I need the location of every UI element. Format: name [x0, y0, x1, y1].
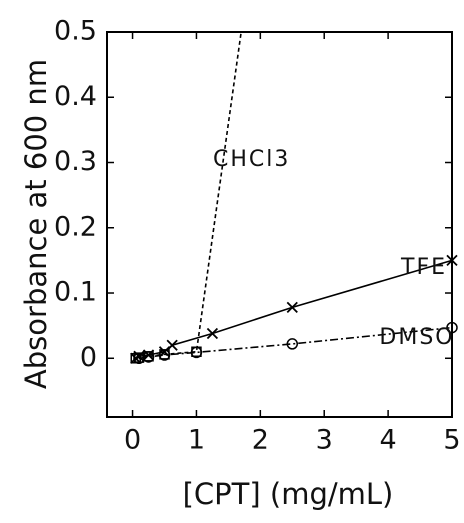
marker	[286, 338, 299, 350]
x-axis-label: [CPT] (mg/mL)	[183, 477, 394, 511]
y-tick-label: 0.5	[54, 16, 97, 47]
y-axis-label: Absorbance at 600 nm	[19, 59, 53, 389]
marker	[133, 350, 145, 362]
marker	[286, 301, 298, 314]
x-tick-label: 4	[380, 425, 397, 456]
y-tick-label: 0	[80, 342, 97, 373]
x-tick-label: 5	[443, 425, 460, 456]
series-label: TFE	[400, 255, 447, 280]
y-tick-label: 0.1	[54, 277, 97, 308]
marker	[446, 254, 458, 267]
plot-frame	[106, 31, 453, 418]
x-tick-label: 2	[252, 425, 269, 456]
series-label: CHCl3	[213, 147, 290, 172]
series-line	[138, 326, 453, 360]
series-label: DMSO	[379, 325, 454, 350]
marker	[166, 339, 178, 351]
x-tick-label: 3	[316, 425, 333, 456]
marker	[206, 327, 219, 340]
series-line	[135, 31, 242, 360]
marker	[190, 346, 203, 359]
marker	[142, 349, 155, 361]
x-tick-label: 1	[188, 425, 205, 456]
marker	[142, 351, 155, 363]
marker	[446, 321, 458, 334]
plot-area	[130, 31, 458, 365]
y-tick-label: 0.3	[54, 146, 97, 177]
y-tick-label: 0.4	[54, 81, 97, 112]
y-tick-label: 0.2	[54, 211, 97, 242]
x-tick-label: 0	[124, 425, 141, 456]
marker	[158, 349, 171, 361]
